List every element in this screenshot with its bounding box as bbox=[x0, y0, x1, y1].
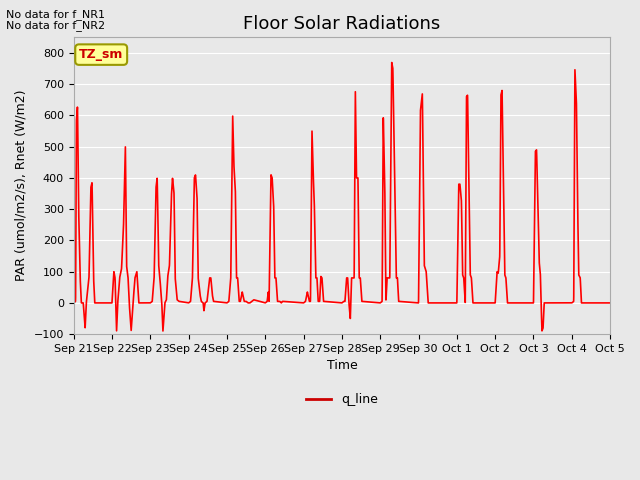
Text: TZ_sm: TZ_sm bbox=[79, 48, 124, 61]
Text: No data for f_NR2: No data for f_NR2 bbox=[6, 20, 106, 31]
Y-axis label: PAR (umol/m2/s), Rnet (W/m2): PAR (umol/m2/s), Rnet (W/m2) bbox=[15, 90, 28, 281]
Title: Floor Solar Radiations: Floor Solar Radiations bbox=[243, 15, 440, 33]
X-axis label: Time: Time bbox=[326, 360, 357, 372]
Legend: q_line: q_line bbox=[301, 388, 383, 411]
Text: No data for f_NR1: No data for f_NR1 bbox=[6, 9, 106, 20]
